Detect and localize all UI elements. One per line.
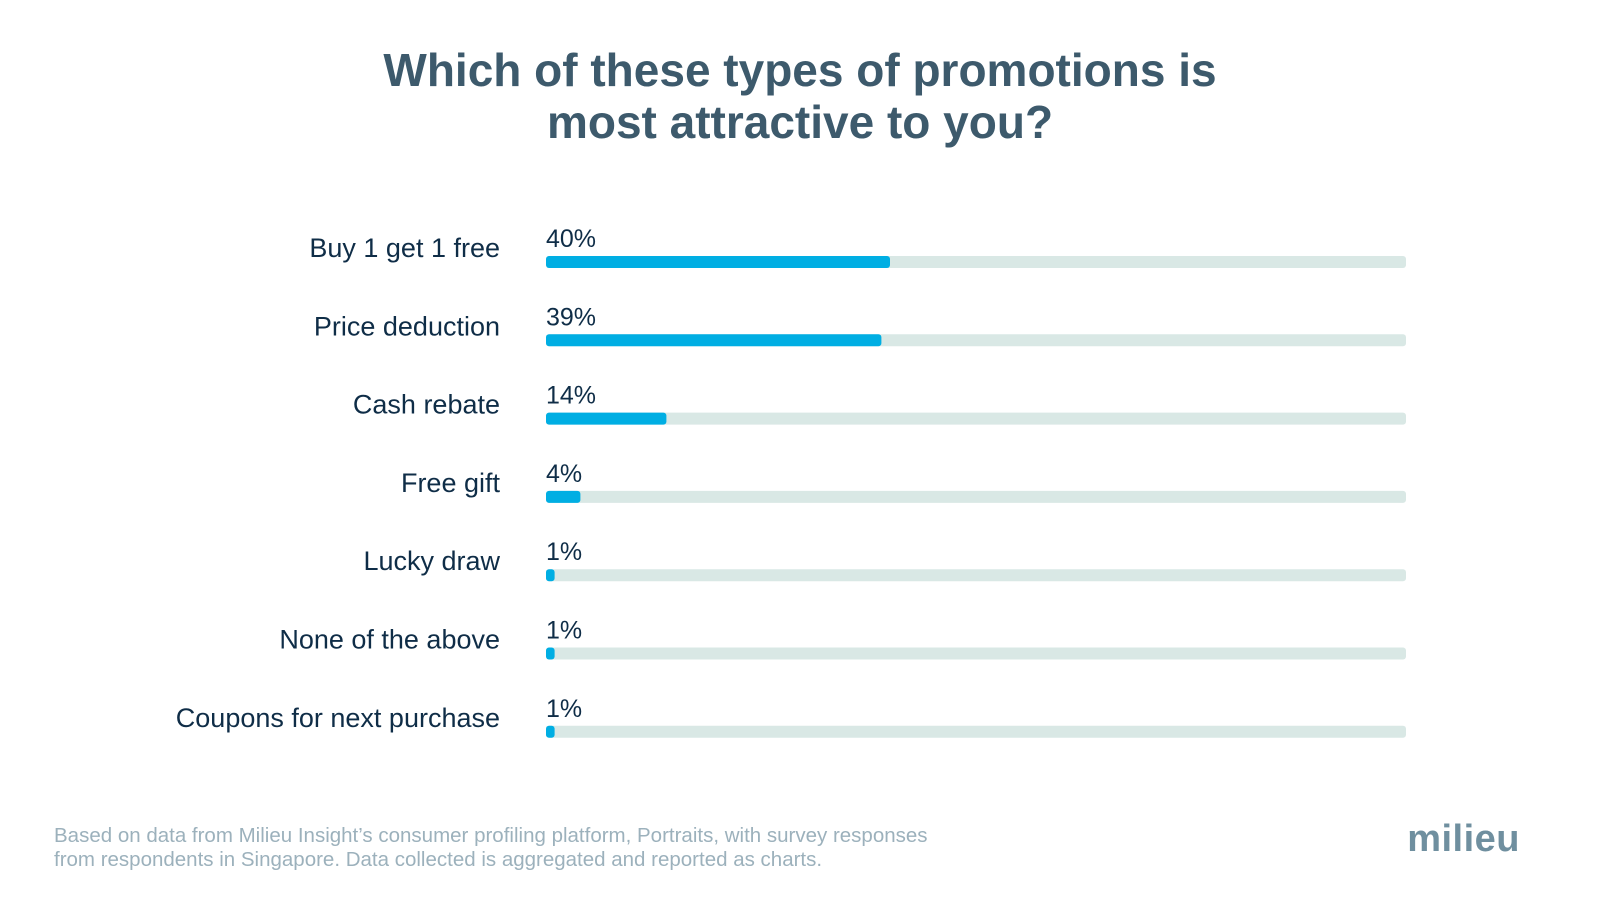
footnote-line-2: from respondents in Singapore. Data coll… xyxy=(54,848,823,871)
bar xyxy=(546,256,890,268)
bar xyxy=(546,334,882,347)
data-label: 14% xyxy=(546,382,596,410)
category-label: Cash rebate xyxy=(353,390,500,420)
category-label: Coupons for next purchase xyxy=(176,703,500,733)
chart-title-line-2: most attractive to you? xyxy=(546,96,1054,148)
bar xyxy=(546,569,555,582)
bar xyxy=(546,490,581,503)
data-label: 1% xyxy=(546,695,582,723)
bar-row: Price deduction 39% xyxy=(314,303,1406,347)
category-label: Lucky draw xyxy=(363,546,500,576)
bar-row: Lucky draw 1% xyxy=(363,538,1406,582)
category-label: Price deduction xyxy=(314,311,500,341)
bar-row: Coupons for next purchase 1% xyxy=(176,695,1406,738)
chart-title-line-1: Which of these types of promotions is xyxy=(383,44,1217,96)
bar xyxy=(546,725,555,738)
data-label: 40% xyxy=(546,225,596,253)
bar xyxy=(546,647,555,660)
chart-title: Which of these types of promotions is mo… xyxy=(0,44,1600,148)
category-label: None of the above xyxy=(279,625,500,655)
data-label: 1% xyxy=(546,538,582,566)
bar-track xyxy=(546,569,1406,582)
bar-row: Free gift 4% xyxy=(401,460,1406,503)
data-label: 39% xyxy=(546,303,596,331)
footnote-line-1: Based on data from Milieu Insight’s cons… xyxy=(54,824,928,847)
bar-row: None of the above 1% xyxy=(279,617,1406,660)
category-label: Buy 1 get 1 free xyxy=(309,233,500,263)
bar-row: Buy 1 get 1 free 40% xyxy=(309,225,1406,268)
category-label: Free gift xyxy=(401,468,501,498)
bar-track xyxy=(546,647,1406,660)
data-label: 4% xyxy=(546,460,582,488)
bar-track xyxy=(546,412,1406,425)
bar-row: Cash rebate 14% xyxy=(353,382,1406,425)
source-footnote: Based on data from Milieu Insight’s cons… xyxy=(54,824,1034,872)
milieu-logo: milieu xyxy=(1407,818,1520,860)
data-label: 1% xyxy=(546,617,582,645)
bar-track xyxy=(546,725,1406,738)
bar-track xyxy=(546,490,1406,503)
bar xyxy=(546,412,667,425)
